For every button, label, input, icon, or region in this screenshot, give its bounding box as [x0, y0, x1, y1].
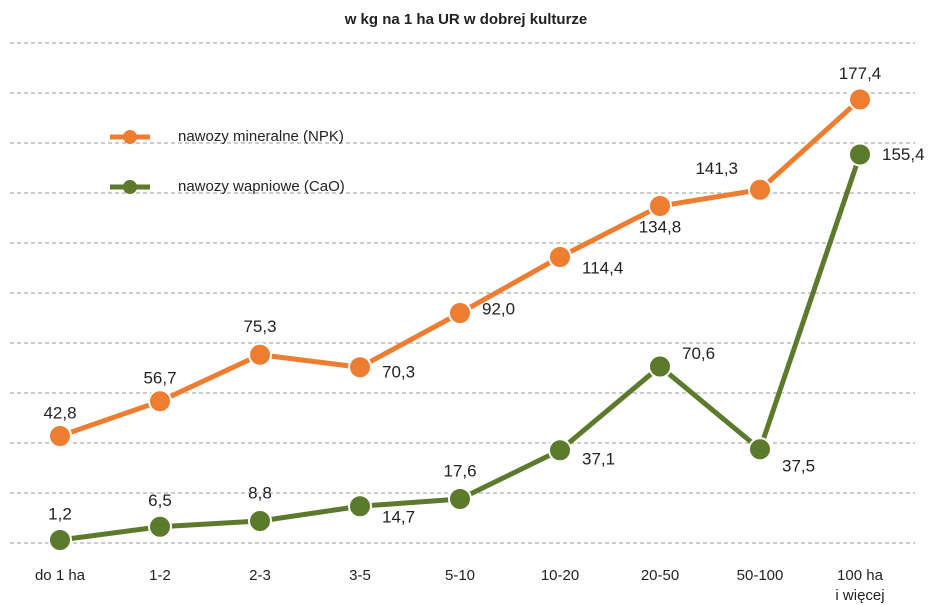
data-point — [148, 514, 172, 539]
data-point — [648, 354, 672, 379]
data-point — [748, 437, 772, 462]
legend-marker — [123, 180, 137, 194]
data-point — [48, 424, 72, 448]
data-point — [548, 438, 572, 463]
data-point — [348, 355, 372, 380]
data-point — [848, 142, 872, 167]
chart-title: w kg na 1 ha UR w dobrej kulturze — [344, 11, 588, 28]
x-tick-label: 20-50 — [640, 567, 680, 584]
data-point — [48, 528, 72, 552]
data-point — [248, 509, 272, 533]
data-label: 56,7 — [143, 369, 176, 388]
data-point — [448, 487, 472, 511]
x-tick-label: 1-2 — [149, 567, 171, 584]
data-point — [648, 194, 672, 218]
data-label: 114,4 — [582, 258, 623, 277]
data-label: 75,3 — [243, 317, 276, 336]
data-point — [148, 389, 172, 414]
series-line — [59, 153, 863, 543]
data-point — [748, 177, 772, 202]
data-point — [348, 494, 372, 519]
data-point — [848, 87, 872, 112]
data-label: 1,2 — [48, 504, 72, 523]
data-label: 70,6 — [682, 344, 715, 363]
data-label: 8,8 — [248, 483, 272, 502]
data-label: 14,7 — [382, 508, 415, 527]
data-label: 17,6 — [443, 461, 476, 480]
data-label: 37,1 — [582, 450, 615, 469]
legend-marker — [123, 130, 137, 144]
data-label: 6,5 — [148, 491, 172, 510]
data-point — [448, 301, 472, 325]
data-label: 42,8 — [43, 403, 76, 422]
data-label: 92,0 — [482, 299, 515, 318]
x-tick-label: do 1 ha — [34, 567, 86, 584]
data-label: 155,4 — [882, 145, 925, 164]
legend-label: nawozy wapniowe (CaO) — [178, 178, 345, 195]
data-label: 70,3 — [382, 363, 415, 382]
data-point — [248, 342, 272, 367]
data-label: 141,3 — [695, 159, 738, 178]
x-tick-label: 50-100 — [736, 567, 784, 584]
data-label: 37,5 — [782, 457, 815, 476]
data-label: 134,8 — [639, 217, 682, 236]
series-line — [59, 97, 862, 439]
legend-label: nawozy mineralne (NPK) — [178, 128, 344, 145]
data-point — [548, 245, 572, 269]
x-tick-label: 3-5 — [349, 567, 371, 584]
x-tick-label: 5-10 — [444, 567, 476, 584]
x-tick-label: 2-3 — [249, 567, 271, 584]
x-tick-label: 10-20 — [540, 567, 580, 584]
x-tick-label: 100 ha i więcej — [835, 567, 885, 604]
data-label: 177,4 — [839, 64, 882, 83]
